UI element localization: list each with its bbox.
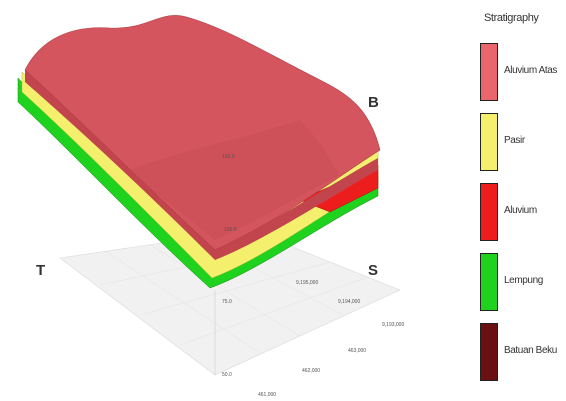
legend: Stratigraphy Aluvium Atas Pasir Aluvium …: [470, 0, 566, 401]
axis-tick-s: 9,194,000: [338, 299, 360, 305]
direction-b: B: [368, 94, 379, 111]
legend-item-aluvium: Aluvium: [480, 183, 566, 241]
legend-label: Pasir: [504, 135, 525, 146]
legend-item-aluvium-atas: Aluvium Atas: [480, 43, 566, 101]
direction-s: S: [368, 262, 378, 279]
elevation-tick: 50.0: [222, 372, 232, 378]
legend-item-lempung: Lempung: [480, 253, 566, 311]
surface-label-lower: 100.0: [224, 227, 237, 233]
legend-swatch: [480, 43, 498, 101]
surface-label-upper: 150.0: [222, 154, 235, 160]
legend-swatch: [480, 253, 498, 311]
legend-label: Aluvium Atas: [504, 65, 558, 76]
legend-swatch: [480, 183, 498, 241]
axis-tick-t: 461,000: [258, 392, 276, 398]
elevation-tick: 75.0: [222, 299, 232, 305]
direction-t: T: [36, 262, 45, 279]
legend-swatch: [480, 113, 498, 171]
legend-label: Aluvium: [504, 205, 537, 216]
layer-aluvium-atas-top: [24, 15, 381, 251]
legend-swatch: [480, 323, 498, 381]
legend-item-batuan-beku: Batuan Beku: [480, 323, 566, 381]
legend-label: Batuan Beku: [504, 345, 557, 356]
axis-tick-t: 462,000: [302, 368, 320, 374]
axis-tick-t: 463,000: [348, 348, 366, 354]
layer-aluvium-atas-side: [25, 70, 378, 260]
legend-label: Lempung: [504, 275, 543, 286]
legend-item-pasir: Pasir: [480, 113, 566, 171]
axis-tick-s: 9,193,000: [382, 322, 404, 328]
stratigraphy-3d-model: 150.0 100.0 75.0 50.0 9,195,000 9,194,00…: [17, 15, 404, 398]
legend-title: Stratigraphy: [484, 12, 539, 24]
axis-tick-s: 9,195,000: [296, 280, 318, 286]
